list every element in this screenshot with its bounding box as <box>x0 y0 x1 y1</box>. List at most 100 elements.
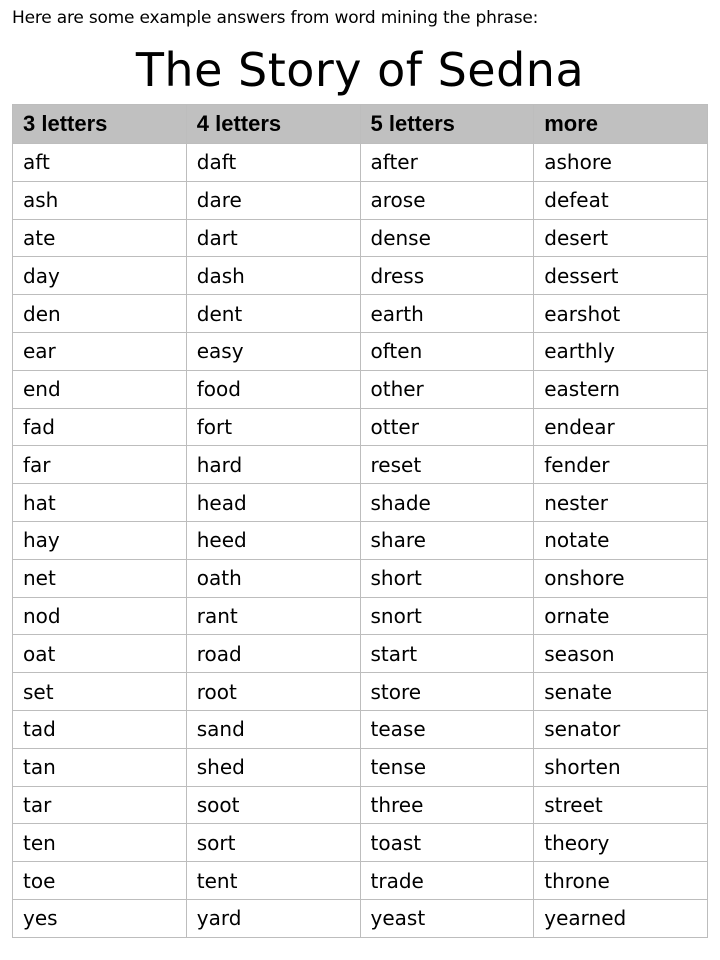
table-cell: tad <box>12 709 187 749</box>
table-cell: sand <box>185 709 361 749</box>
table-cell: rant <box>185 596 361 636</box>
table-row: tar soot three street <box>12 785 708 825</box>
table-cell: yeast <box>359 898 535 938</box>
table-cell: head <box>185 483 361 522</box>
table-cell: end <box>12 369 187 409</box>
table-row: fad fort otter endear <box>12 407 708 447</box>
table-cell: short <box>359 558 535 598</box>
table-cell: start <box>359 634 535 674</box>
table-cell: root <box>185 672 361 711</box>
table-row: tan shed tense shorten <box>12 747 708 787</box>
table-cell: theory <box>533 823 708 863</box>
table-cell: nester <box>533 483 708 522</box>
table-cell: oath <box>185 558 361 598</box>
table-cell: ash <box>12 180 187 220</box>
table-cell: three <box>359 785 535 825</box>
table-cell: dash <box>185 256 361 296</box>
table-row: day dash dress dessert <box>12 256 708 296</box>
table-cell: oat <box>12 634 187 674</box>
table-row: nod rant snort ornate <box>12 596 708 636</box>
table-cell: after <box>359 143 535 182</box>
table-cell: notate <box>533 520 708 560</box>
table-cell: yearned <box>533 898 708 938</box>
table-cell: street <box>533 785 708 825</box>
table-cell: easy <box>185 331 361 371</box>
table-cell: tent <box>185 861 361 900</box>
table-cell: throne <box>533 861 708 900</box>
table-cell: dress <box>359 256 535 296</box>
table-row: yes yard yeast yearned <box>12 898 708 938</box>
table-cell: toast <box>359 823 535 863</box>
table-row: net oath short onshore <box>12 558 708 598</box>
table-cell: ten <box>12 823 187 863</box>
table-cell: desert <box>533 218 708 258</box>
table-cell: reset <box>359 445 535 485</box>
header-row: 3 letters 4 letters 5 letters more <box>12 104 708 144</box>
table-cell: otter <box>359 407 535 447</box>
table-cell: yes <box>12 898 187 938</box>
table-cell: ashore <box>533 143 708 182</box>
table-cell: sort <box>185 823 361 863</box>
table-cell: fort <box>185 407 361 447</box>
table-row: set root store senate <box>12 672 708 711</box>
table-cell: den <box>12 294 187 333</box>
table-cell: other <box>359 369 535 409</box>
table-cell: soot <box>185 785 361 825</box>
table-cell: tar <box>12 785 187 825</box>
table-row: ash dare arose defeat <box>12 180 708 220</box>
table-cell: defeat <box>533 180 708 220</box>
table-cell: senator <box>533 709 708 749</box>
table-cell: yard <box>185 898 361 938</box>
table-cell: daft <box>185 143 361 182</box>
table-cell: aft <box>12 143 187 182</box>
table-cell: shade <box>359 483 535 522</box>
table-row: tad sand tease senator <box>12 709 708 749</box>
table-cell: nod <box>12 596 187 636</box>
table-cell: road <box>185 634 361 674</box>
table-cell: earth <box>359 294 535 333</box>
column-header: more <box>533 104 708 144</box>
table-cell: endear <box>533 407 708 447</box>
table-cell: hay <box>12 520 187 560</box>
table-cell: fender <box>533 445 708 485</box>
table-cell: earthly <box>533 331 708 371</box>
table-cell: senate <box>533 672 708 711</box>
table-cell: food <box>185 369 361 409</box>
column-header: 3 letters <box>12 104 187 144</box>
table-cell: far <box>12 445 187 485</box>
table-cell: trade <box>359 861 535 900</box>
intro-text: Here are some example answers from word … <box>12 8 539 28</box>
table-cell: dessert <box>533 256 708 296</box>
table-cell: ornate <box>533 596 708 636</box>
table-cell: toe <box>12 861 187 900</box>
table-cell: dare <box>185 180 361 220</box>
word-table: 3 letters 4 letters 5 letters more aft daft a… <box>12 104 708 938</box>
table-cell: arose <box>359 180 535 220</box>
table-row: far hard reset fender <box>12 445 708 485</box>
table-cell: tense <box>359 747 535 787</box>
table-cell: hat <box>12 483 187 522</box>
table-row: ear easy often earthly <box>12 331 708 371</box>
table-cell: dent <box>185 294 361 333</box>
table-row: oat road start season <box>12 634 708 674</box>
table-row: toe tent trade throne <box>12 861 708 900</box>
table-cell: tan <box>12 747 187 787</box>
table-cell: heed <box>185 520 361 560</box>
table-row: end food other eastern <box>12 369 708 409</box>
table-cell: onshore <box>533 558 708 598</box>
table-row: hay heed share notate <box>12 520 708 560</box>
table-cell: shorten <box>533 747 708 787</box>
table-row: ate dart dense desert <box>12 218 708 258</box>
table-cell: eastern <box>533 369 708 409</box>
table-cell: share <box>359 520 535 560</box>
column-header: 4 letters <box>185 104 361 144</box>
table-cell: day <box>12 256 187 296</box>
table-cell: ate <box>12 218 187 258</box>
table-cell: ear <box>12 331 187 371</box>
table-cell: shed <box>185 747 361 787</box>
table-cell: tease <box>359 709 535 749</box>
table-cell: store <box>359 672 535 711</box>
table-cell: hard <box>185 445 361 485</box>
table-row: den dent earth earshot <box>12 294 708 333</box>
table-cell: often <box>359 331 535 371</box>
